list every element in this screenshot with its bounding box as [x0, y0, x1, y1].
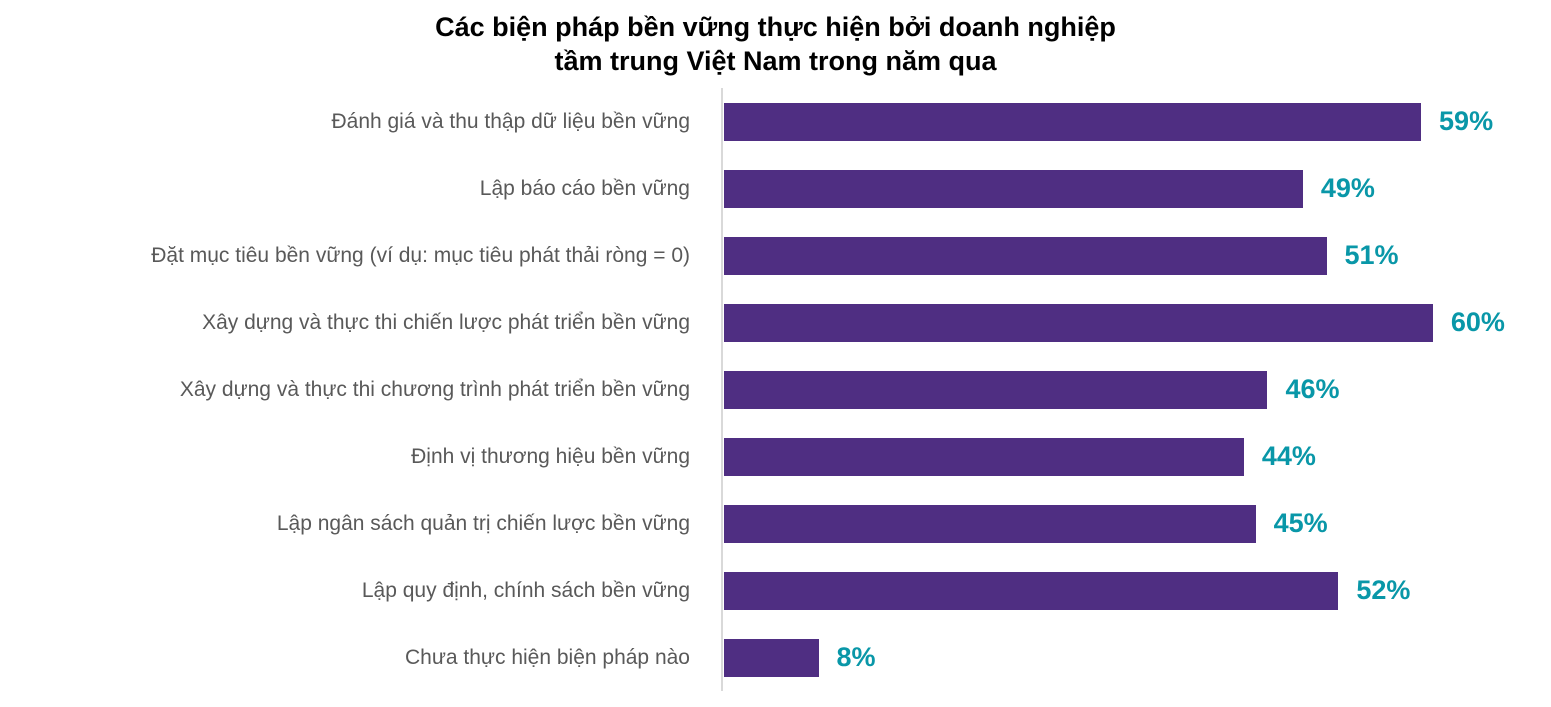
y-axis-line — [721, 88, 723, 691]
bar-track: 51% — [724, 222, 1551, 289]
bar — [724, 236, 1327, 275]
chart-title-line-2: tầm trung Việt Nam trong năm qua — [554, 46, 997, 76]
bar-track: 45% — [724, 490, 1551, 557]
bar-track: 60% — [724, 289, 1551, 356]
value-label: 46% — [1285, 374, 1340, 404]
chart-row: Xây dựng và thực thi chương trình phát t… — [0, 356, 1551, 423]
bar-track: 46% — [724, 356, 1551, 423]
category-label: Lập báo cáo bền vững — [479, 176, 690, 200]
bar — [724, 370, 1268, 409]
value-label: 52% — [1356, 575, 1411, 605]
chart-row: Đánh giá và thu thập dữ liệu bền vững 59% — [0, 88, 1551, 155]
bar-track: 8% — [724, 624, 1551, 691]
bar — [724, 303, 1433, 342]
bar-track: 49% — [724, 155, 1551, 222]
category-label: Xây dựng và thực thi chương trình phát t… — [179, 377, 690, 401]
bar — [724, 638, 819, 677]
category-label: Lập quy định, chính sách bền vững — [361, 578, 690, 602]
chart-row: Chưa thực hiện biện pháp nào 8% — [0, 624, 1551, 691]
value-label: 59% — [1439, 106, 1494, 136]
value-label: 44% — [1261, 441, 1316, 471]
category-label: Đặt mục tiêu bền vững (ví dụ: mục tiêu p… — [151, 243, 690, 267]
plot-area: Đánh giá và thu thập dữ liệu bền vững 59%… — [0, 88, 1551, 691]
bar — [724, 571, 1339, 610]
category-label: Định vị thương hiệu bền vững — [411, 444, 690, 468]
value-label: 8% — [836, 642, 876, 672]
bar-track: 59% — [724, 88, 1551, 155]
chart-row: Đặt mục tiêu bền vững (ví dụ: mục tiêu p… — [0, 222, 1551, 289]
category-label: Lập ngân sách quản trị chiến lược bền vữ… — [276, 511, 690, 535]
value-label: 49% — [1320, 173, 1375, 203]
bar-track: 44% — [724, 423, 1551, 490]
chart-row: Xây dựng và thực thi chiến lược phát tri… — [0, 289, 1551, 356]
bar — [724, 102, 1422, 141]
chart-row: Định vị thương hiệu bền vững 44% — [0, 423, 1551, 490]
bar-track: 52% — [724, 557, 1551, 624]
chart-row: Lập báo cáo bền vững 49% — [0, 155, 1551, 222]
category-label: Đánh giá và thu thập dữ liệu bền vững — [331, 109, 690, 133]
bar — [724, 504, 1256, 543]
rows: Đánh giá và thu thập dữ liệu bền vững 59%… — [0, 88, 1551, 691]
value-label: 60% — [1450, 307, 1505, 337]
bar — [724, 437, 1244, 476]
chart-row: Lập quy định, chính sách bền vững 52% — [0, 557, 1551, 624]
value-label: 45% — [1273, 508, 1328, 538]
category-label: Chưa thực hiện biện pháp nào — [405, 645, 690, 669]
bar — [724, 169, 1303, 208]
category-label: Xây dựng và thực thi chiến lược phát tri… — [202, 310, 690, 334]
value-label: 51% — [1344, 240, 1399, 270]
chart-title-line-1: Các biện pháp bền vững thực hiện bởi doa… — [435, 12, 1116, 42]
chart-title: Các biện pháp bền vững thực hiện bởi doa… — [0, 0, 1551, 78]
chart-row: Lập ngân sách quản trị chiến lược bền vữ… — [0, 490, 1551, 557]
